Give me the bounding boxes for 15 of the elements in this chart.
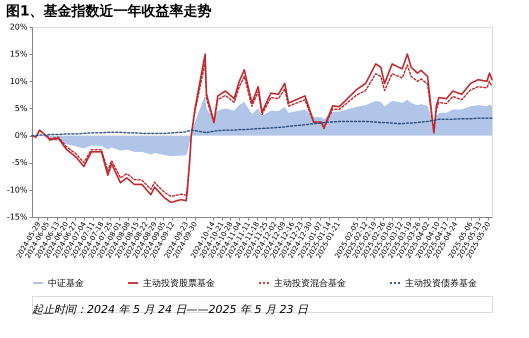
y-tick-label: 20% xyxy=(10,22,28,32)
legend-label: 中证基金 xyxy=(48,278,84,289)
legend-label: 主动投资股票基金 xyxy=(143,278,215,289)
legend-label: 主动投资债券基金 xyxy=(405,278,477,289)
y-tick-label: 0% xyxy=(14,131,28,140)
y-tick-label: -10% xyxy=(6,185,28,194)
y-tick-label: 10% xyxy=(10,76,28,86)
chart-title: 图1、基金指数近一年收益率走势 xyxy=(6,2,212,20)
text: 起止时间：2024 年 5 月 24 日——2025 年 5 月 23 日 xyxy=(32,303,309,316)
y-tick-label: 15% xyxy=(10,50,28,59)
legend-label: 主动投资混合基金 xyxy=(274,278,346,289)
line-series xyxy=(31,118,493,136)
y-tick-label: -15% xyxy=(6,212,28,222)
y-tick-label: -5% xyxy=(12,158,28,168)
y-tick-label: 5% xyxy=(14,104,28,113)
